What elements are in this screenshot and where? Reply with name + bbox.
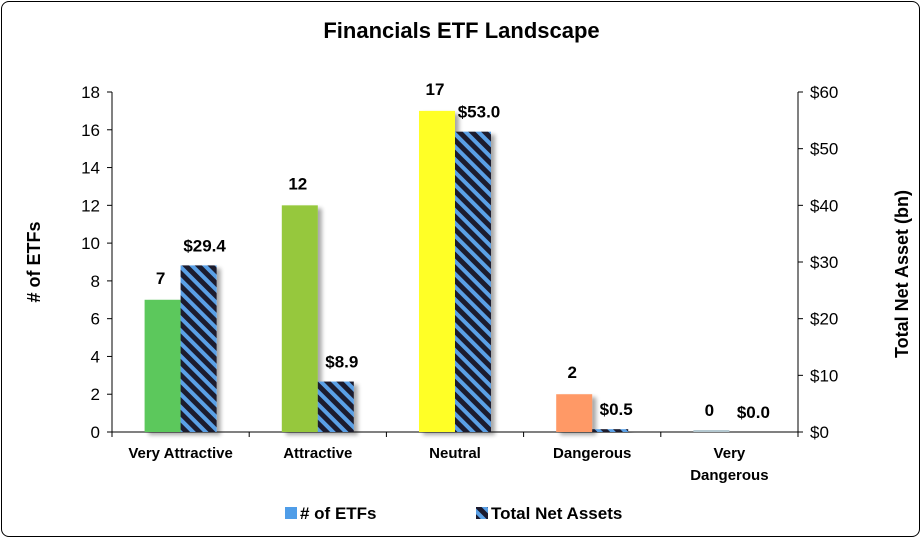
right-tick-label: $10 xyxy=(810,366,838,385)
category-label: Attractive xyxy=(283,445,352,462)
right-tick-label: $20 xyxy=(810,310,838,329)
left-axis-title: # of ETFs xyxy=(24,221,44,302)
data-label-total-net-assets: $0.5 xyxy=(600,400,633,419)
right-axis-title: Total Net Asset (bn) xyxy=(892,190,912,358)
data-label-num-etfs: 7 xyxy=(156,269,165,288)
left-tick-label: 18 xyxy=(81,83,100,102)
data-label-total-net-assets: $29.4 xyxy=(183,236,226,255)
bar-total-net-assets xyxy=(455,131,491,432)
left-tick-label: 8 xyxy=(91,272,100,291)
data-label-num-etfs: 12 xyxy=(288,174,307,193)
legend-swatch-num-etfs xyxy=(285,507,297,519)
left-tick-label: 4 xyxy=(91,347,100,366)
data-label-total-net-assets: $53.0 xyxy=(458,103,501,122)
legend-label-num-etfs: # of ETFs xyxy=(300,504,377,523)
right-tick-label: $40 xyxy=(810,196,838,215)
legend-label-total-net-assets: Total Net Assets xyxy=(491,504,622,523)
right-tick-label: $60 xyxy=(810,83,838,102)
bar-total-net-assets xyxy=(180,265,217,432)
axes-group: 0 2 4 6 8 10 12 14 16 18 $0 $10 $20 $30 $40 $50 $60 # of … xyxy=(24,83,912,484)
left-tick-label: 2 xyxy=(91,385,100,404)
bar-total-net-assets xyxy=(592,429,629,432)
right-tick-label: $30 xyxy=(810,253,838,272)
bar-num-etfs xyxy=(693,430,730,432)
legend-swatch-total-net-assets xyxy=(476,507,488,519)
chart-title: Financials ETF Landscape xyxy=(323,18,600,43)
bars-group xyxy=(144,110,730,432)
labels-group: 7 $29.4 12 $8.9 17 $53.0 2 $0.5 0 $0.0 xyxy=(156,80,770,422)
data-label-total-net-assets: $0.0 xyxy=(737,403,770,422)
right-tick-label: $50 xyxy=(810,140,838,159)
bar-num-etfs xyxy=(144,299,181,432)
left-tick-label: 16 xyxy=(81,121,100,140)
bar-total-net-assets xyxy=(317,381,354,432)
legend-group: # of ETFs Total Net Assets xyxy=(285,504,622,523)
right-tick-label: $0 xyxy=(810,423,829,442)
bar-num-etfs xyxy=(556,394,593,432)
category-label: Dangerous xyxy=(553,445,631,462)
category-label: Neutral xyxy=(429,445,481,462)
data-label-num-etfs: 0 xyxy=(705,401,714,420)
data-label-total-net-assets: $8.9 xyxy=(325,353,358,372)
left-tick-label: 10 xyxy=(81,234,100,253)
category-label: Very xyxy=(714,445,746,462)
bar-num-etfs xyxy=(419,110,455,432)
bar-num-etfs xyxy=(281,205,318,432)
left-tick-label: 6 xyxy=(91,310,100,329)
category-label: Very Attractive xyxy=(128,445,233,462)
data-label-num-etfs: 17 xyxy=(426,80,445,99)
left-tick-label: 0 xyxy=(91,423,100,442)
left-tick-label: 14 xyxy=(81,159,100,178)
data-label-num-etfs: 2 xyxy=(567,363,576,382)
left-tick-label: 12 xyxy=(81,196,100,215)
category-label: Dangerous xyxy=(690,467,768,484)
